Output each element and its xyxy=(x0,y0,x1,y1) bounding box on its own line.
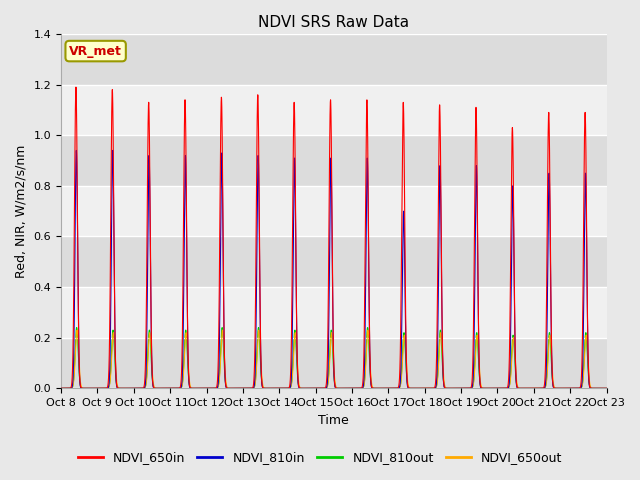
X-axis label: Time: Time xyxy=(319,414,349,427)
Y-axis label: Red, NIR, W/m2/s/nm: Red, NIR, W/m2/s/nm xyxy=(15,144,28,278)
Legend: NDVI_650in, NDVI_810in, NDVI_810out, NDVI_650out: NDVI_650in, NDVI_810in, NDVI_810out, NDV… xyxy=(72,446,568,469)
Text: VR_met: VR_met xyxy=(69,45,122,58)
Bar xyxy=(61,237,607,287)
Bar xyxy=(61,338,607,388)
Bar xyxy=(61,84,607,135)
Bar xyxy=(61,34,607,84)
Bar xyxy=(61,135,607,186)
Bar xyxy=(61,287,607,338)
Bar xyxy=(61,186,607,237)
Title: NDVI SRS Raw Data: NDVI SRS Raw Data xyxy=(258,15,410,30)
